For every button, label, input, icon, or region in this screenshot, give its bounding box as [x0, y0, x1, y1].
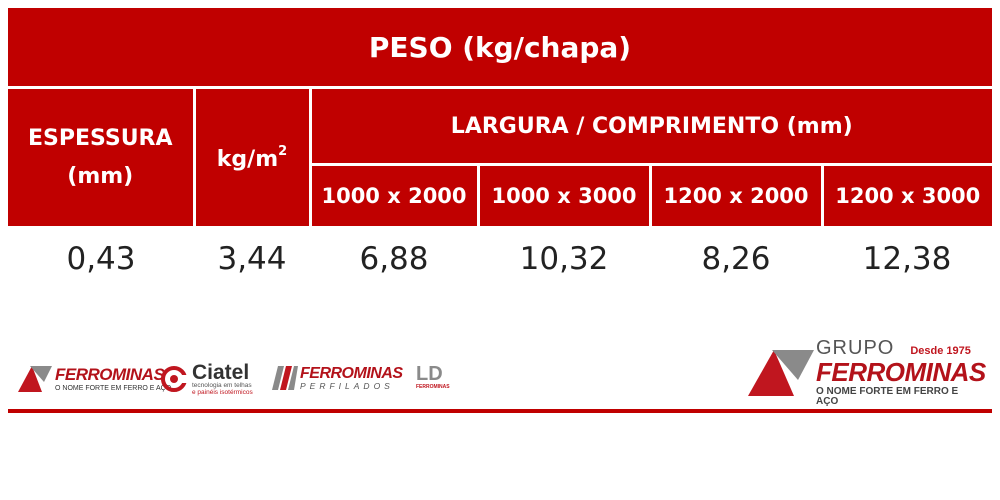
ld-wordmark: LD [416, 363, 443, 385]
weight-value: 6,88 [359, 241, 429, 277]
perfilados-wordmark: FERROMINAS [300, 365, 403, 382]
espessura-header: ESPESSURA (mm) [8, 86, 196, 229]
kg-m2-exponent: 2 [278, 143, 288, 159]
ferrominas-tagline: O NOME FORTE EM FERRO E AÇO [55, 385, 172, 392]
ferrominas-perfilados-logo: FERROMINAS PERFILADOS [272, 366, 403, 391]
weight-value: 8,26 [701, 241, 771, 277]
dimension-header: 1000 x 3000 [476, 163, 652, 229]
footer-divider [8, 409, 992, 413]
weight-value: 10,32 [519, 241, 609, 277]
perfilados-sub: PERFILADOS [300, 381, 394, 391]
kg-m2-label: kg/m [216, 146, 279, 172]
desde-label: Desde 1975 [910, 345, 971, 357]
ferrominas-mark-icon [18, 366, 52, 392]
grupo-ferrominas-mark-icon [748, 349, 814, 396]
dimension-header: 1000 x 2000 [308, 163, 480, 229]
weight-table: PESO (kg/chapa) ESPESSURA (mm) kg/m2 LAR… [8, 8, 992, 289]
ciatel-tagline-1: tecnologia em telhas [192, 382, 252, 389]
ciatel-logo: Ciatel tecnologia em telhas e painéis is… [160, 362, 253, 396]
table-row: 0,43 3,44 6,88 10,32 8,26 12,38 [8, 228, 992, 290]
ld-sub: FERROMINAS [416, 384, 450, 390]
logo-strip: FERROMINAS O NOME FORTE EM FERRO E AÇO C… [0, 337, 1000, 415]
weight-value: 12,38 [862, 241, 952, 277]
espessura-unit: (mm) [67, 163, 134, 189]
ciatel-mark-icon [161, 366, 188, 392]
grupo-label: GRUPO [816, 337, 895, 359]
perfilados-mark-icon [272, 366, 298, 391]
grupo-tagline: O NOME FORTE EM FERRO E AÇO [816, 386, 959, 407]
table-title: PESO (kg/chapa) [8, 8, 992, 89]
dimension-header: 1200 x 3000 [820, 163, 992, 229]
ld-logo: LD FERROMINAS [416, 364, 450, 390]
espessura-value: 0,43 [66, 241, 136, 277]
ferrominas-logo: FERROMINAS O NOME FORTE EM FERRO E AÇO [18, 366, 171, 392]
kg-m2-value: 3,44 [217, 241, 287, 277]
grupo-ferrominas-logo: GRUPO Desde 1975 FERROMINAS O NOME FORTE… [748, 337, 986, 407]
grupo-ferrominas-wordmark: FERROMINAS [816, 357, 986, 387]
ferrominas-wordmark: FERROMINAS [55, 365, 165, 384]
kg-m2-header: kg/m2 [192, 86, 312, 229]
dimension-header: 1200 x 2000 [648, 163, 824, 229]
ciatel-tagline-2: e painéis isotérmicos [192, 388, 253, 396]
ciatel-wordmark: Ciatel [192, 361, 250, 384]
largura-comprimento-header: LARGURA / COMPRIMENTO (mm) [308, 86, 992, 166]
espessura-label: ESPESSURA [27, 125, 173, 151]
